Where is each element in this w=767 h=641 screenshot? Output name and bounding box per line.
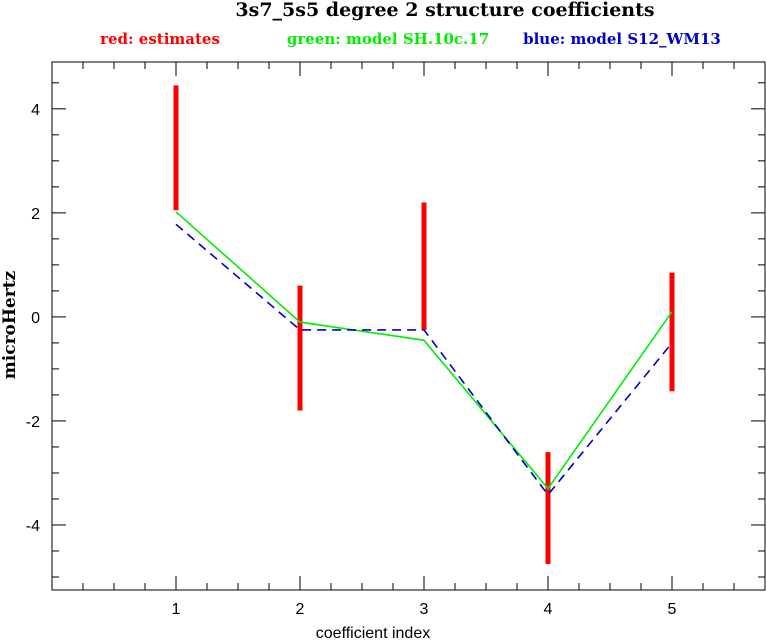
series-line-blue xyxy=(175,223,673,497)
legend-estimates: red: estimates xyxy=(100,30,220,48)
legend-model-sh10c17: green: model SH.10c.17 xyxy=(287,30,489,48)
x-tick-label: 2 xyxy=(296,601,305,618)
chart-title: 3s7_5s5 degree 2 structure coefficients xyxy=(235,0,654,21)
y-tick-label: 4 xyxy=(31,102,40,119)
y-axis-label: microHertz xyxy=(0,270,20,379)
plot-frame xyxy=(51,61,766,591)
y-tick-label: 2 xyxy=(31,206,40,223)
y-tick-label: 0 xyxy=(31,310,40,327)
series-line-green xyxy=(175,211,673,490)
x-tick-label: 4 xyxy=(544,601,553,618)
legend-model-s12-wm13: blue: model S12_WM13 xyxy=(523,30,721,48)
y-tick-label: -2 xyxy=(26,414,40,431)
x-tick-label: 5 xyxy=(668,601,677,618)
x-tick-label: 1 xyxy=(172,601,181,618)
x-tick-label: 3 xyxy=(420,601,429,618)
x-axis-label: coefficient index xyxy=(316,625,430,641)
plot-area: 1 2 3 4 5 -4 -2 0 2 4 xyxy=(26,61,766,618)
y-tick-label: -4 xyxy=(26,518,40,535)
